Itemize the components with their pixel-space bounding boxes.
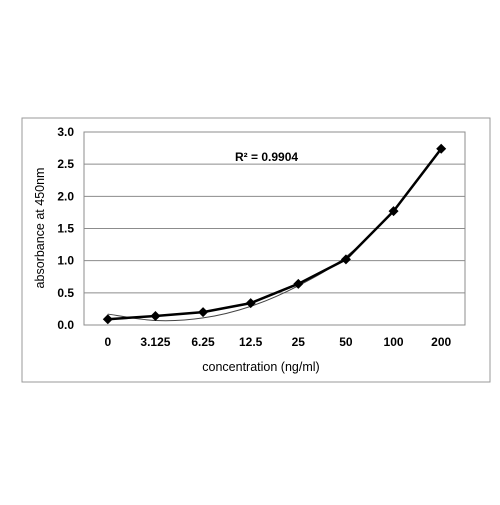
y-tick-label: 2.5 [57, 157, 74, 171]
gridlines [84, 163, 465, 294]
data-point [102, 314, 113, 325]
x-axis-ticks: 0 3.125 6.25 12.5 25 50 100 200 [104, 335, 451, 349]
data-point [340, 254, 351, 265]
x-tick-label: 25 [292, 335, 306, 349]
y-tick-label: 0.5 [57, 286, 74, 300]
y-tick-label: 0.0 [57, 318, 74, 332]
x-tick-label: 12.5 [239, 335, 263, 349]
data-point [150, 310, 161, 321]
y-tick-label: 2.0 [57, 189, 74, 203]
data-point [245, 298, 256, 309]
data-point [388, 206, 399, 217]
y-tick-label: 3.0 [57, 125, 74, 139]
x-tick-label: 100 [384, 335, 404, 349]
x-tick-label: 50 [339, 335, 353, 349]
y-axis-title: absorbance at 450nm [33, 168, 47, 289]
x-tick-label: 200 [431, 335, 451, 349]
y-tick-label: 1.0 [57, 254, 74, 268]
x-axis-title: concentration (ng/ml) [202, 360, 319, 374]
data-point [436, 143, 447, 154]
series-line [107, 147, 443, 321]
data-point [293, 278, 304, 289]
data-point [198, 307, 209, 318]
x-tick-label: 0 [104, 335, 111, 349]
y-tick-label: 1.5 [57, 222, 74, 236]
x-tick-label: 6.25 [191, 335, 215, 349]
y-axis-ticks: 0.0 0.5 1.0 1.5 2.0 2.5 3.0 [57, 125, 74, 332]
r-squared-annotation: R² = 0.9904 [235, 150, 298, 164]
x-tick-label: 3.125 [140, 335, 170, 349]
series-layer [102, 143, 447, 325]
